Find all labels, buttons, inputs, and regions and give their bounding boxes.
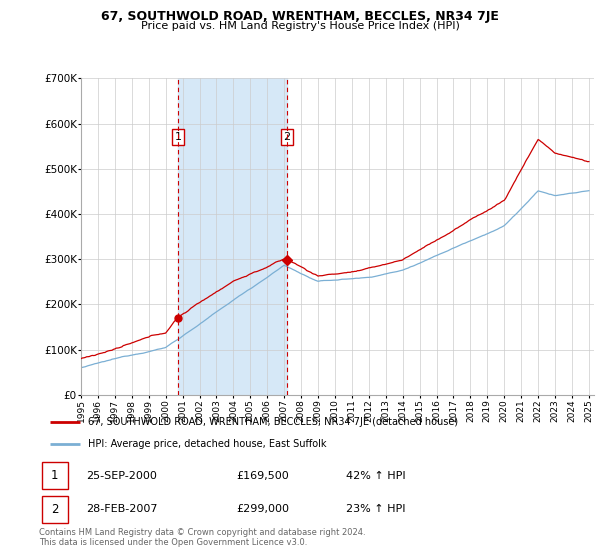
Text: 2: 2 — [51, 503, 59, 516]
Bar — [178, 78, 287, 395]
Text: Price paid vs. HM Land Registry's House Price Index (HPI): Price paid vs. HM Land Registry's House … — [140, 21, 460, 31]
Text: 42% ↑ HPI: 42% ↑ HPI — [346, 471, 406, 481]
Text: 2: 2 — [283, 132, 290, 142]
FancyBboxPatch shape — [42, 496, 68, 523]
Text: 1: 1 — [51, 469, 59, 483]
Text: Contains HM Land Registry data © Crown copyright and database right 2024.
This d: Contains HM Land Registry data © Crown c… — [39, 528, 365, 547]
Text: 28-FEB-2007: 28-FEB-2007 — [86, 505, 157, 515]
FancyBboxPatch shape — [42, 463, 68, 489]
Text: 25-SEP-2000: 25-SEP-2000 — [86, 471, 157, 481]
Text: £299,000: £299,000 — [236, 505, 290, 515]
Text: £169,500: £169,500 — [236, 471, 289, 481]
Text: 1: 1 — [175, 132, 182, 142]
Text: 67, SOUTHWOLD ROAD, WRENTHAM, BECCLES, NR34 7JE (detached house): 67, SOUTHWOLD ROAD, WRENTHAM, BECCLES, N… — [88, 417, 458, 427]
Text: HPI: Average price, detached house, East Suffolk: HPI: Average price, detached house, East… — [88, 438, 327, 449]
Text: 23% ↑ HPI: 23% ↑ HPI — [346, 505, 406, 515]
Text: 67, SOUTHWOLD ROAD, WRENTHAM, BECCLES, NR34 7JE: 67, SOUTHWOLD ROAD, WRENTHAM, BECCLES, N… — [101, 10, 499, 23]
